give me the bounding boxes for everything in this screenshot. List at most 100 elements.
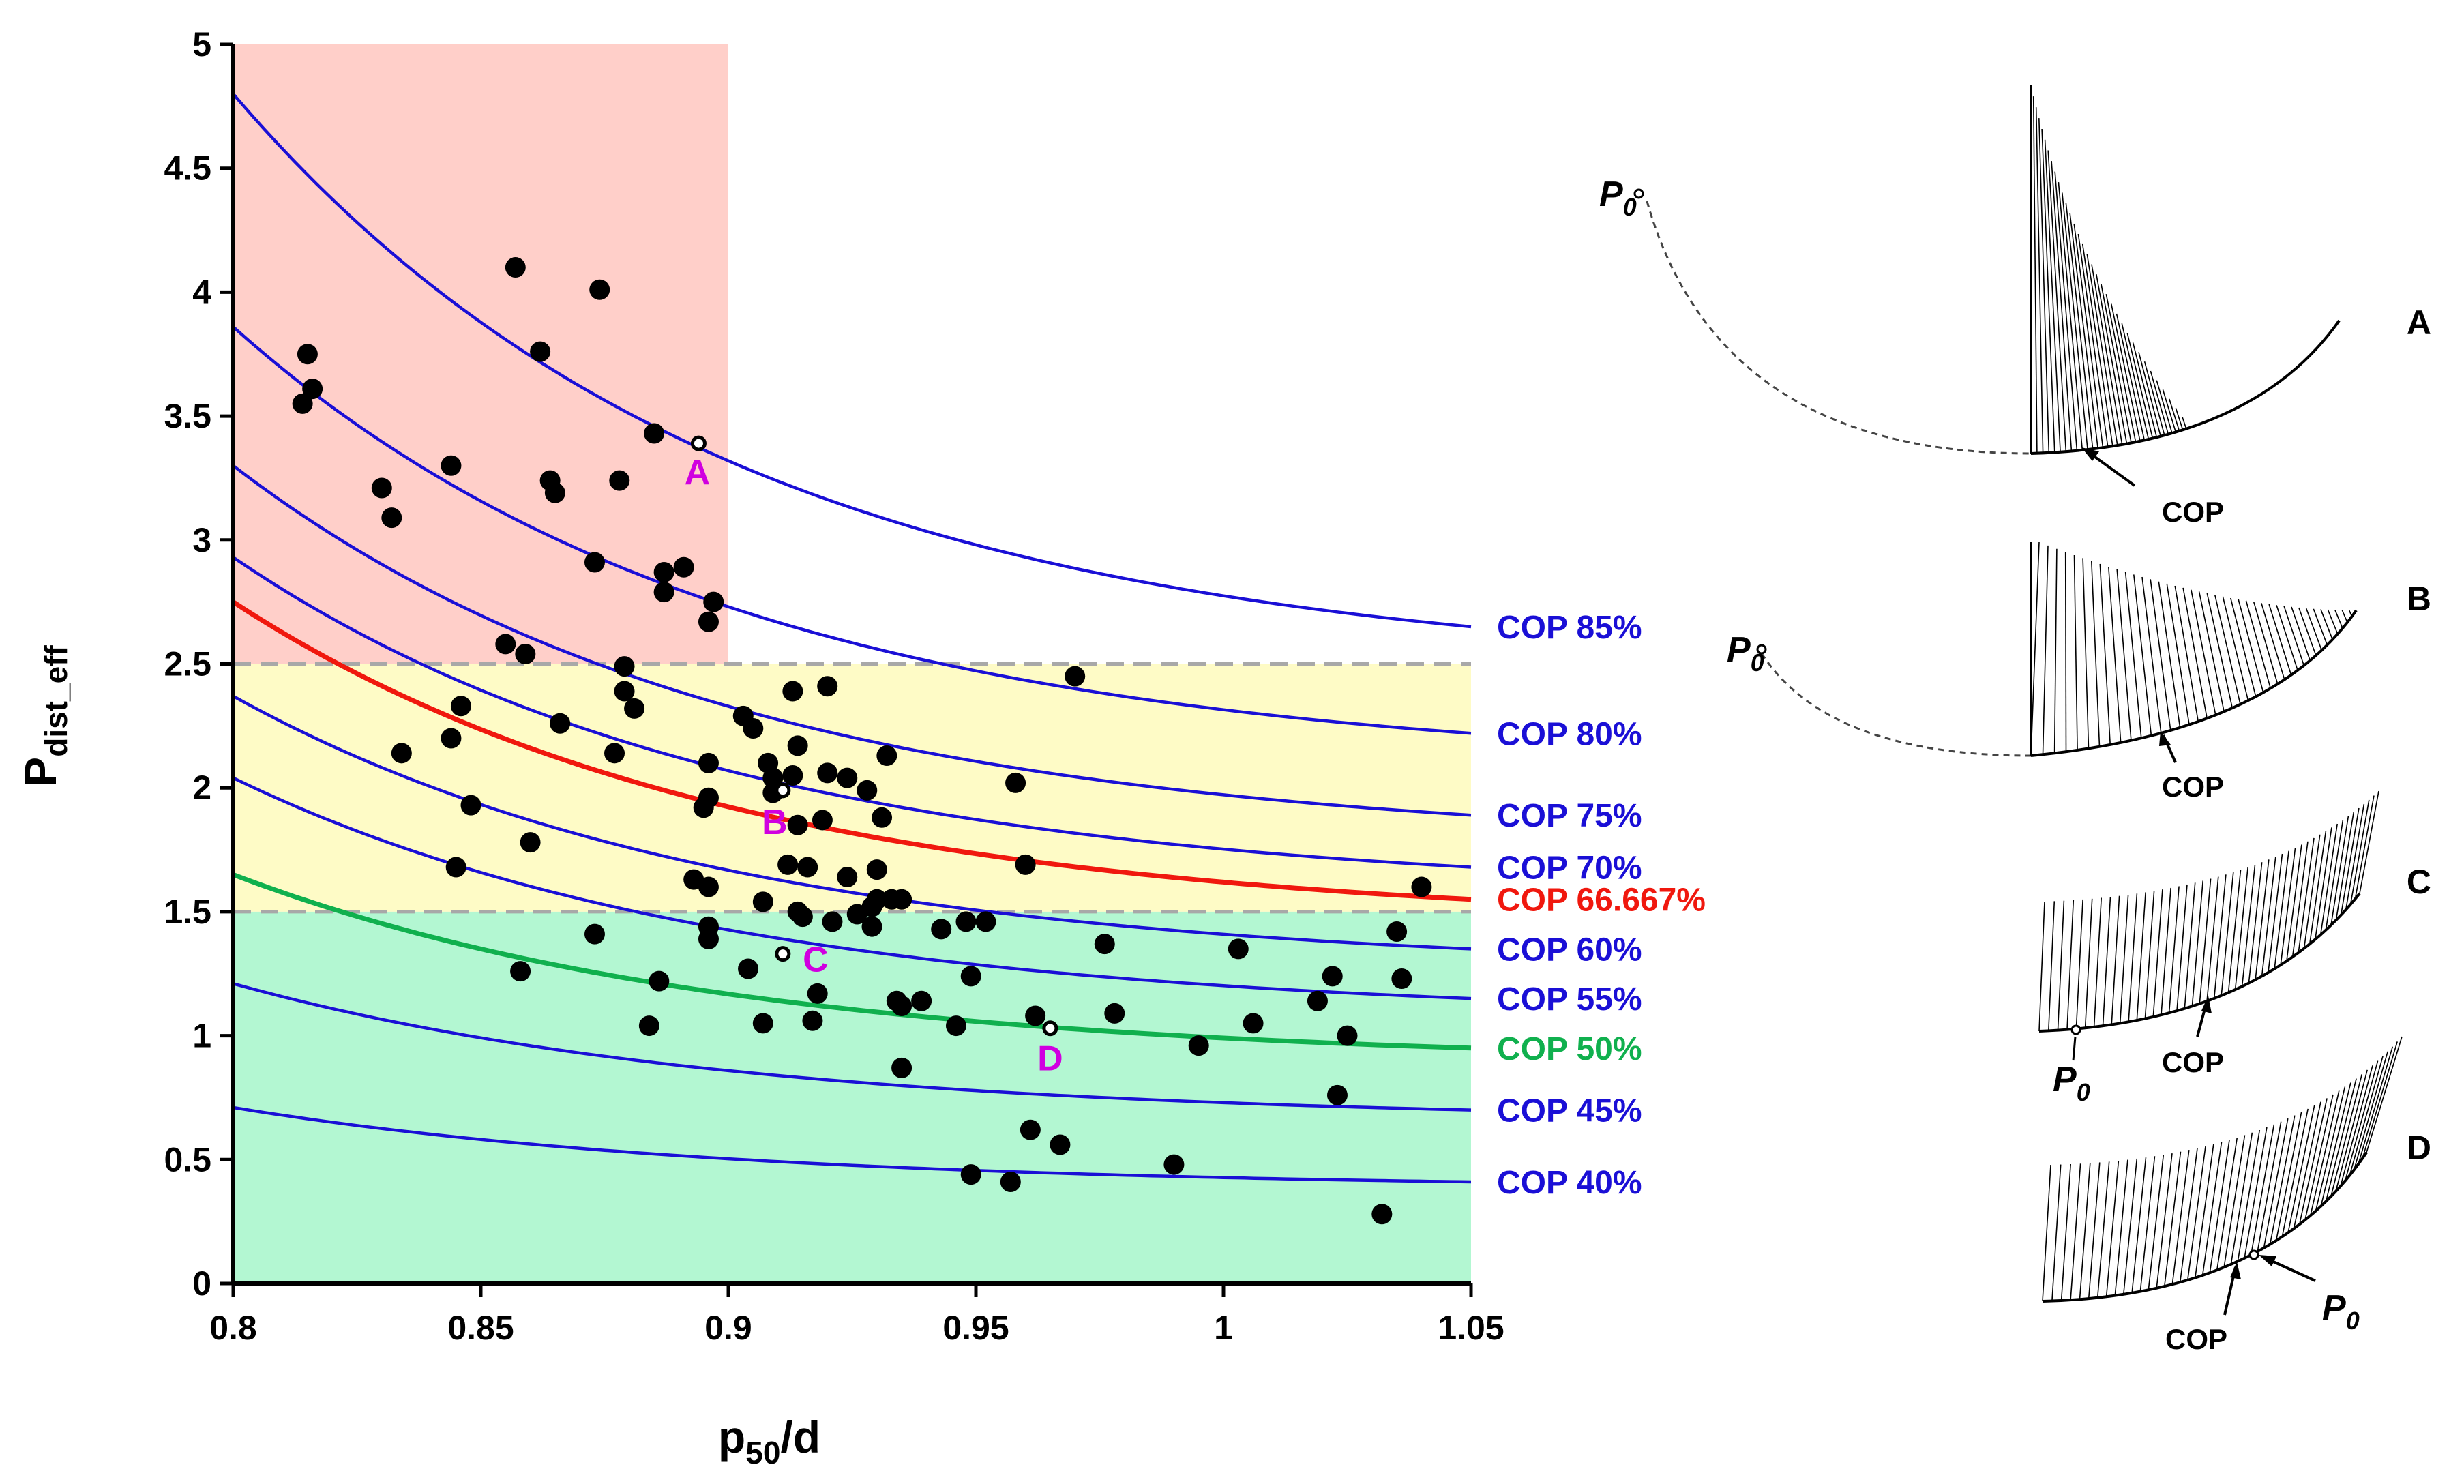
hatch-line	[2175, 408, 2184, 430]
hatch-line	[2044, 139, 2061, 453]
hatch-line	[2126, 333, 2154, 439]
diagram-b-p0: P0	[1727, 630, 1764, 677]
hatch-line	[2079, 1163, 2091, 1300]
data-point	[837, 867, 858, 888]
hatch-line	[2102, 897, 2111, 1026]
labeled-point-text-b: B	[762, 803, 788, 842]
data-point	[673, 556, 694, 578]
data-point	[644, 423, 665, 444]
curve-label-0: COP 85%	[1497, 610, 1642, 646]
hatch-line	[2062, 192, 2088, 451]
data-point	[1025, 1005, 1046, 1026]
hatch-line	[2066, 900, 2075, 1030]
data-point	[1228, 938, 1249, 960]
y-tick-label: 5	[192, 25, 211, 63]
hatch-line	[2291, 841, 2309, 958]
hatch-line	[2131, 1157, 2147, 1293]
data-point	[797, 857, 818, 878]
hatch-line	[2096, 1161, 2110, 1298]
data-point	[698, 928, 719, 949]
data-point	[693, 797, 714, 818]
diagram-c-p0-main: P	[2053, 1060, 2077, 1099]
data-point	[584, 552, 605, 573]
hatch-line	[2057, 900, 2065, 1030]
hatch-line	[2174, 585, 2199, 722]
data-point	[822, 911, 843, 932]
hatch-line	[2206, 593, 2233, 709]
hatch-line	[2230, 597, 2257, 697]
hatch-line	[2349, 1056, 2384, 1176]
hatch-line	[2221, 872, 2234, 996]
data-point	[777, 854, 799, 875]
hatch-line	[2182, 417, 2186, 428]
data-point	[960, 1164, 981, 1185]
y-tick-label: 2	[192, 769, 211, 807]
data-point	[1188, 1035, 1209, 1056]
hatch-line	[2105, 294, 2137, 443]
data-point	[297, 344, 318, 365]
data-point	[653, 582, 674, 603]
data-point	[445, 857, 466, 878]
hatch-line	[2162, 389, 2176, 432]
data-point	[441, 728, 462, 749]
hatch-line	[2305, 608, 2323, 651]
data-point	[787, 814, 808, 835]
data-point	[698, 752, 719, 773]
hatch-line	[2051, 1164, 2062, 1301]
data-point	[1411, 876, 1432, 897]
hatch-line	[2268, 853, 2283, 973]
x-tick-label: 1.05	[1438, 1309, 1504, 1347]
y-tick-label: 3	[192, 521, 211, 559]
y-tick-label: 1	[192, 1017, 211, 1055]
x-tick-label: 0.85	[447, 1309, 514, 1347]
hatch-line	[2091, 561, 2101, 747]
data-point	[703, 591, 724, 612]
diagram-c-p0-arrow	[2072, 1036, 2077, 1061]
diagram-b-dashed-arc	[1760, 653, 2032, 757]
hatch-line	[2325, 1078, 2357, 1202]
hatch-line	[2141, 576, 2162, 734]
data-point	[1163, 1154, 1185, 1175]
data-point	[1307, 990, 1328, 1011]
hatch-line	[2234, 867, 2248, 990]
data-point	[1015, 854, 1036, 875]
hatch-line	[2315, 827, 2332, 940]
curve-3	[232, 556, 1472, 869]
diagram-d-p0: P0	[2322, 1288, 2360, 1335]
hatch-line	[2303, 834, 2321, 949]
hatch-line	[2237, 1129, 2261, 1262]
data-point	[876, 745, 897, 766]
hatch-line	[2060, 1163, 2071, 1301]
data-point	[584, 923, 605, 945]
hatch-line	[2156, 1153, 2173, 1288]
hatch-line	[2152, 889, 2163, 1018]
hatch-line	[2261, 857, 2276, 977]
hatch-line	[2216, 1137, 2238, 1271]
diagram-d-panel-label: D	[2407, 1129, 2431, 1167]
x-axis-title: p50/d	[718, 1412, 820, 1470]
hatch-line	[2298, 837, 2315, 953]
hatch-line	[2261, 603, 2285, 680]
x-tick-label: 0.95	[942, 1309, 1009, 1347]
hatch-line	[2111, 895, 2120, 1025]
hatch-line	[2250, 1124, 2275, 1256]
data-point	[550, 713, 571, 734]
data-point	[1386, 921, 1408, 942]
hatch-line	[2041, 128, 2055, 453]
hatch-line	[2248, 862, 2263, 983]
hatch-line	[2345, 803, 2365, 910]
data-point	[817, 762, 838, 784]
hatch-line	[2042, 1164, 2051, 1302]
hatch-line	[2310, 1090, 2340, 1216]
hatch-line	[2283, 606, 2305, 666]
hatch-line	[2320, 1082, 2351, 1206]
hatch-line	[2132, 342, 2158, 439]
data-point	[460, 795, 481, 816]
hatch-line	[2139, 1156, 2156, 1292]
diagram-d-p0-main: P	[2322, 1288, 2346, 1328]
data-point	[1337, 1025, 1358, 1046]
labeled-point-text-a: A	[685, 453, 711, 492]
hatch-line	[2293, 1101, 2321, 1229]
hatch-line	[2199, 878, 2212, 1004]
diagram-c-fan	[2038, 790, 2379, 1032]
